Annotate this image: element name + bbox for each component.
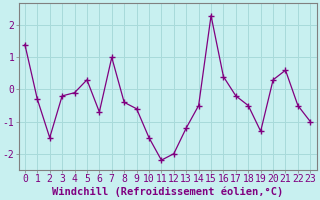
X-axis label: Windchill (Refroidissement éolien,°C): Windchill (Refroidissement éolien,°C) <box>52 187 283 197</box>
